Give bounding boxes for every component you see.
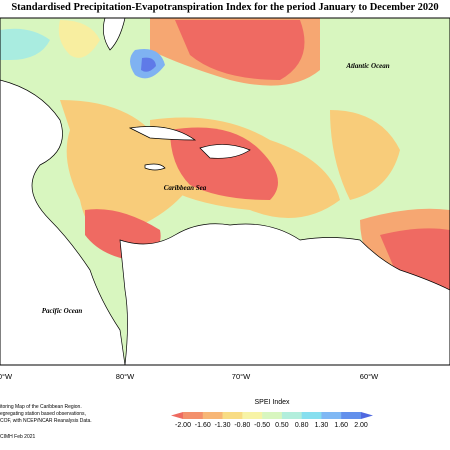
legend-tick-label: 2.00 [354, 422, 368, 429]
map: Atlantic Ocean Caribbean Sea Pacific Oce… [0, 17, 450, 366]
ocean-label: Atlantic Ocean [345, 62, 389, 70]
legend-tick-label: 1.30 [315, 422, 329, 429]
legend-title: SPEI Index [254, 399, 290, 406]
legend-tick-label: 0.80 [295, 422, 309, 429]
ocean-label: Caribbean Sea [164, 184, 207, 192]
spei-field [0, 18, 450, 345]
source-text: egregating station based observations, [0, 411, 86, 417]
longitude-label: 70°W [232, 372, 251, 381]
map-frame [0, 17, 450, 366]
legend-swatch [262, 412, 283, 419]
legend-swatch [281, 412, 302, 419]
legend-swatch [321, 412, 342, 419]
legend-swatch [202, 412, 223, 419]
legend-tick-label: -0.50 [254, 422, 270, 429]
legend: -2.00 -1.60 -1.30 -0.80 -0.50 0.50 0.80 1.30 1.6… [171, 412, 373, 429]
legend-arrow [361, 412, 373, 419]
legend-swatch [242, 412, 263, 419]
legend-swatch [301, 412, 322, 419]
legend-swatch [183, 412, 204, 419]
longitude-label: 60°W [360, 372, 379, 381]
source-text: CIMH Feb 2021 [0, 434, 36, 440]
legend-arrow [171, 412, 183, 419]
legend-tick-label: 1.60 [334, 422, 348, 429]
legend-tick-label: -2.00 [175, 422, 191, 429]
longitude-label: 0°W [0, 372, 13, 381]
ocean-label: Pacific Ocean [42, 307, 83, 315]
legend-tick-label: -1.30 [215, 422, 231, 429]
legend-swatch [341, 412, 362, 419]
legend-tick-label: 0.50 [275, 422, 289, 429]
source-text: COF, with NCEP/NCAR Reanalysis Data. [0, 418, 92, 424]
legend-swatch [222, 412, 243, 419]
longitude-label: 80°W [116, 372, 135, 381]
title: Standardised Precipitation-Evapotranspir… [11, 2, 438, 13]
source-text: itoring Map of the Caribbean Region. [0, 404, 82, 410]
legend-tick-label: -0.80 [234, 422, 250, 429]
legend-tick-label: -1.60 [195, 422, 211, 429]
